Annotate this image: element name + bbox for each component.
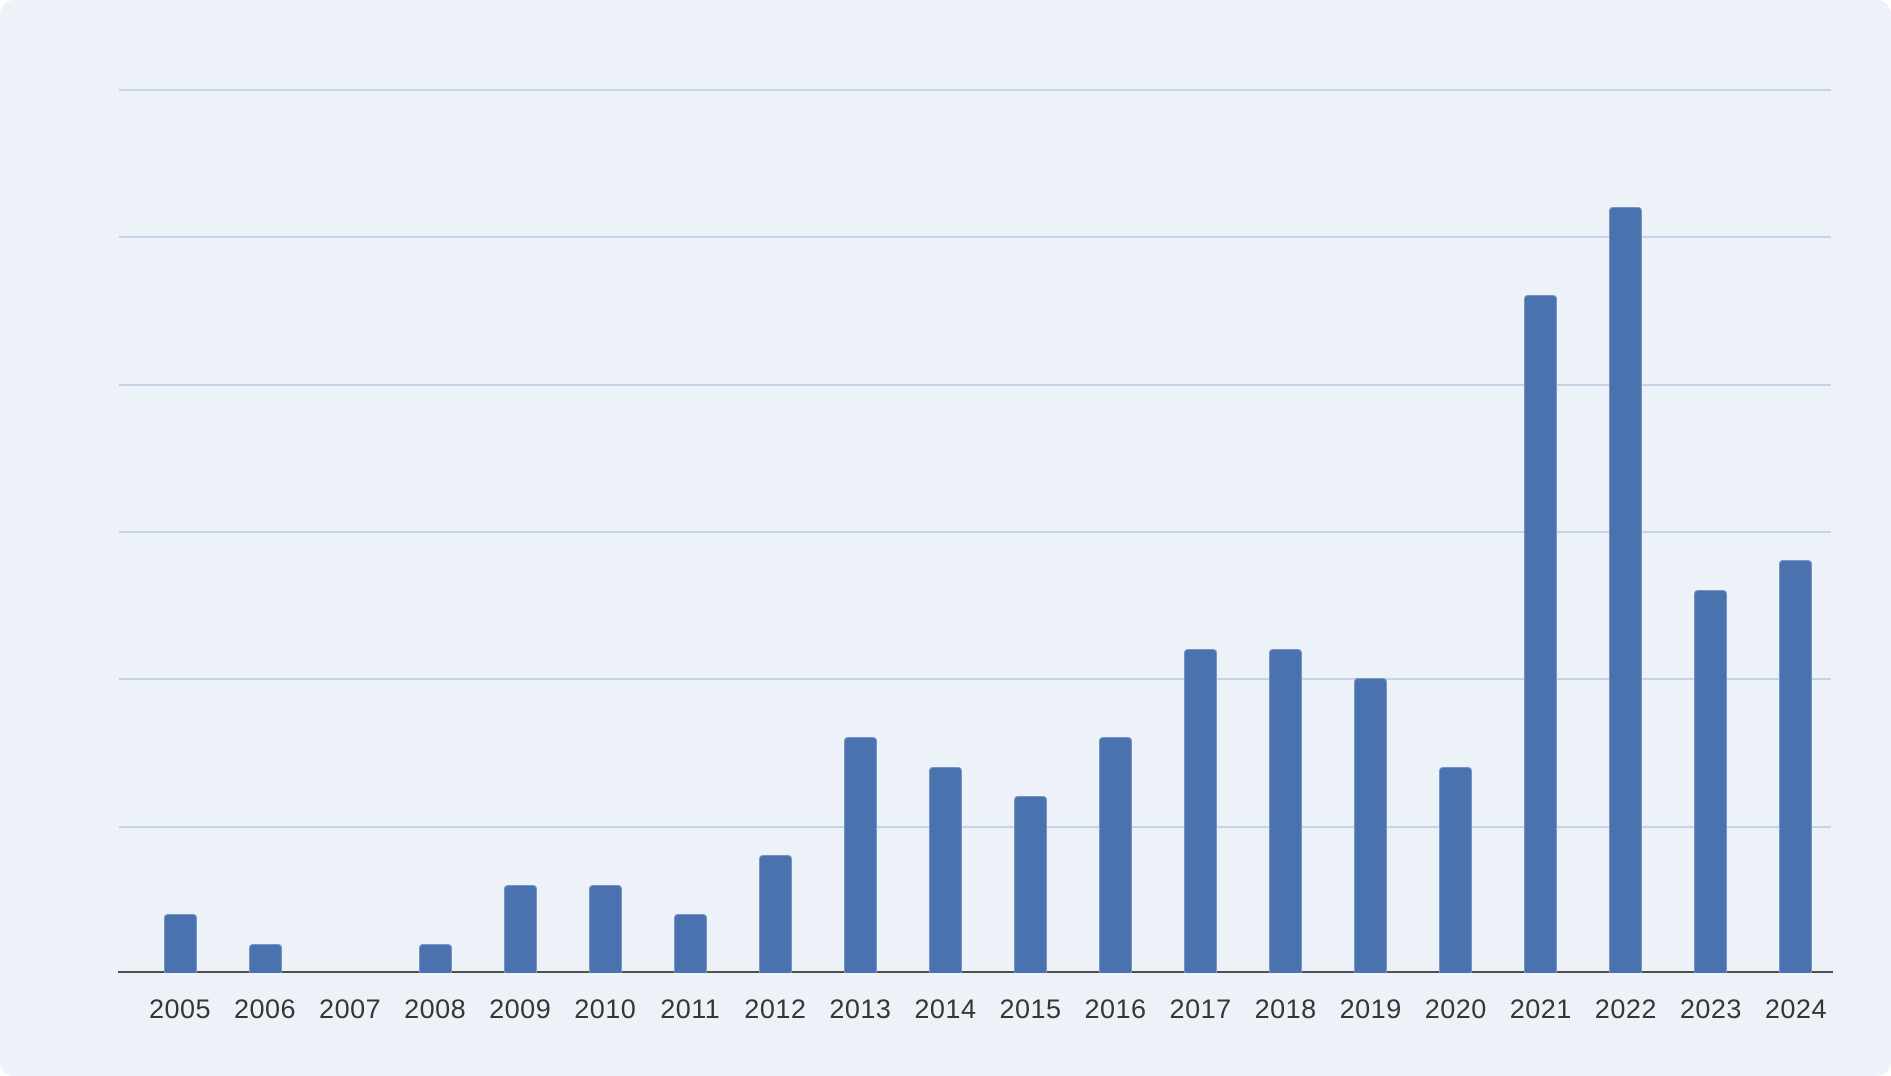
bar-2018: [1269, 648, 1303, 973]
x-axis-label-2007: 2007: [319, 994, 382, 1024]
x-axis-label-2020: 2020: [1424, 994, 1487, 1024]
bar-2008: [418, 943, 452, 973]
gridline: [119, 89, 1831, 91]
gridline: [119, 236, 1831, 239]
x-axis-label-2018: 2018: [1254, 994, 1317, 1024]
bar-2012: [758, 855, 792, 973]
x-axis-label-2022: 2022: [1594, 994, 1657, 1024]
x-axis-label-2005: 2005: [148, 994, 212, 1024]
bar-2024: [1779, 560, 1813, 973]
x-axis-label-2017: 2017: [1169, 994, 1232, 1024]
plot-area: [119, 89, 1831, 973]
bar-2005: [163, 914, 197, 973]
x-axis-label-2024: 2024: [1764, 994, 1827, 1024]
x-axis-label-2021: 2021: [1509, 994, 1572, 1024]
bar-2015: [1014, 796, 1047, 973]
bar-2013: [843, 737, 877, 973]
x-axis-label-2009: 2009: [489, 994, 552, 1024]
bar-2020: [1439, 766, 1473, 973]
x-axis-label-2015: 2015: [999, 994, 1062, 1024]
gridline: [119, 678, 1831, 681]
bar-2006: [248, 943, 282, 973]
x-axis-label-2011: 2011: [660, 994, 721, 1024]
bar-2014: [928, 766, 962, 973]
bar-2023: [1694, 589, 1728, 973]
bar-2016: [1099, 737, 1133, 973]
bar-2011: [673, 914, 707, 973]
bar-2010: [588, 884, 622, 973]
bar-2021: [1524, 295, 1558, 973]
x-axis-line: [118, 971, 1833, 973]
x-axis-label-2008: 2008: [404, 994, 467, 1024]
bar-2022: [1609, 206, 1643, 973]
x-axis-label-2019: 2019: [1339, 994, 1402, 1024]
x-axis-label-2013: 2013: [829, 994, 892, 1024]
gridline: [119, 531, 1831, 533]
bar-2017: [1184, 648, 1218, 973]
x-axis-label-2012: 2012: [744, 994, 807, 1024]
gridline: [119, 383, 1831, 386]
x-axis-label-2016: 2016: [1084, 994, 1147, 1024]
x-axis-label-2023: 2023: [1679, 994, 1742, 1024]
x-axis-label-2006: 2006: [234, 994, 297, 1024]
gridline: [119, 825, 1831, 828]
bar-2009: [503, 884, 537, 973]
x-axis-label-2014: 2014: [914, 994, 977, 1024]
bar-2019: [1354, 678, 1388, 973]
x-axis-label-2010: 2010: [574, 994, 637, 1024]
